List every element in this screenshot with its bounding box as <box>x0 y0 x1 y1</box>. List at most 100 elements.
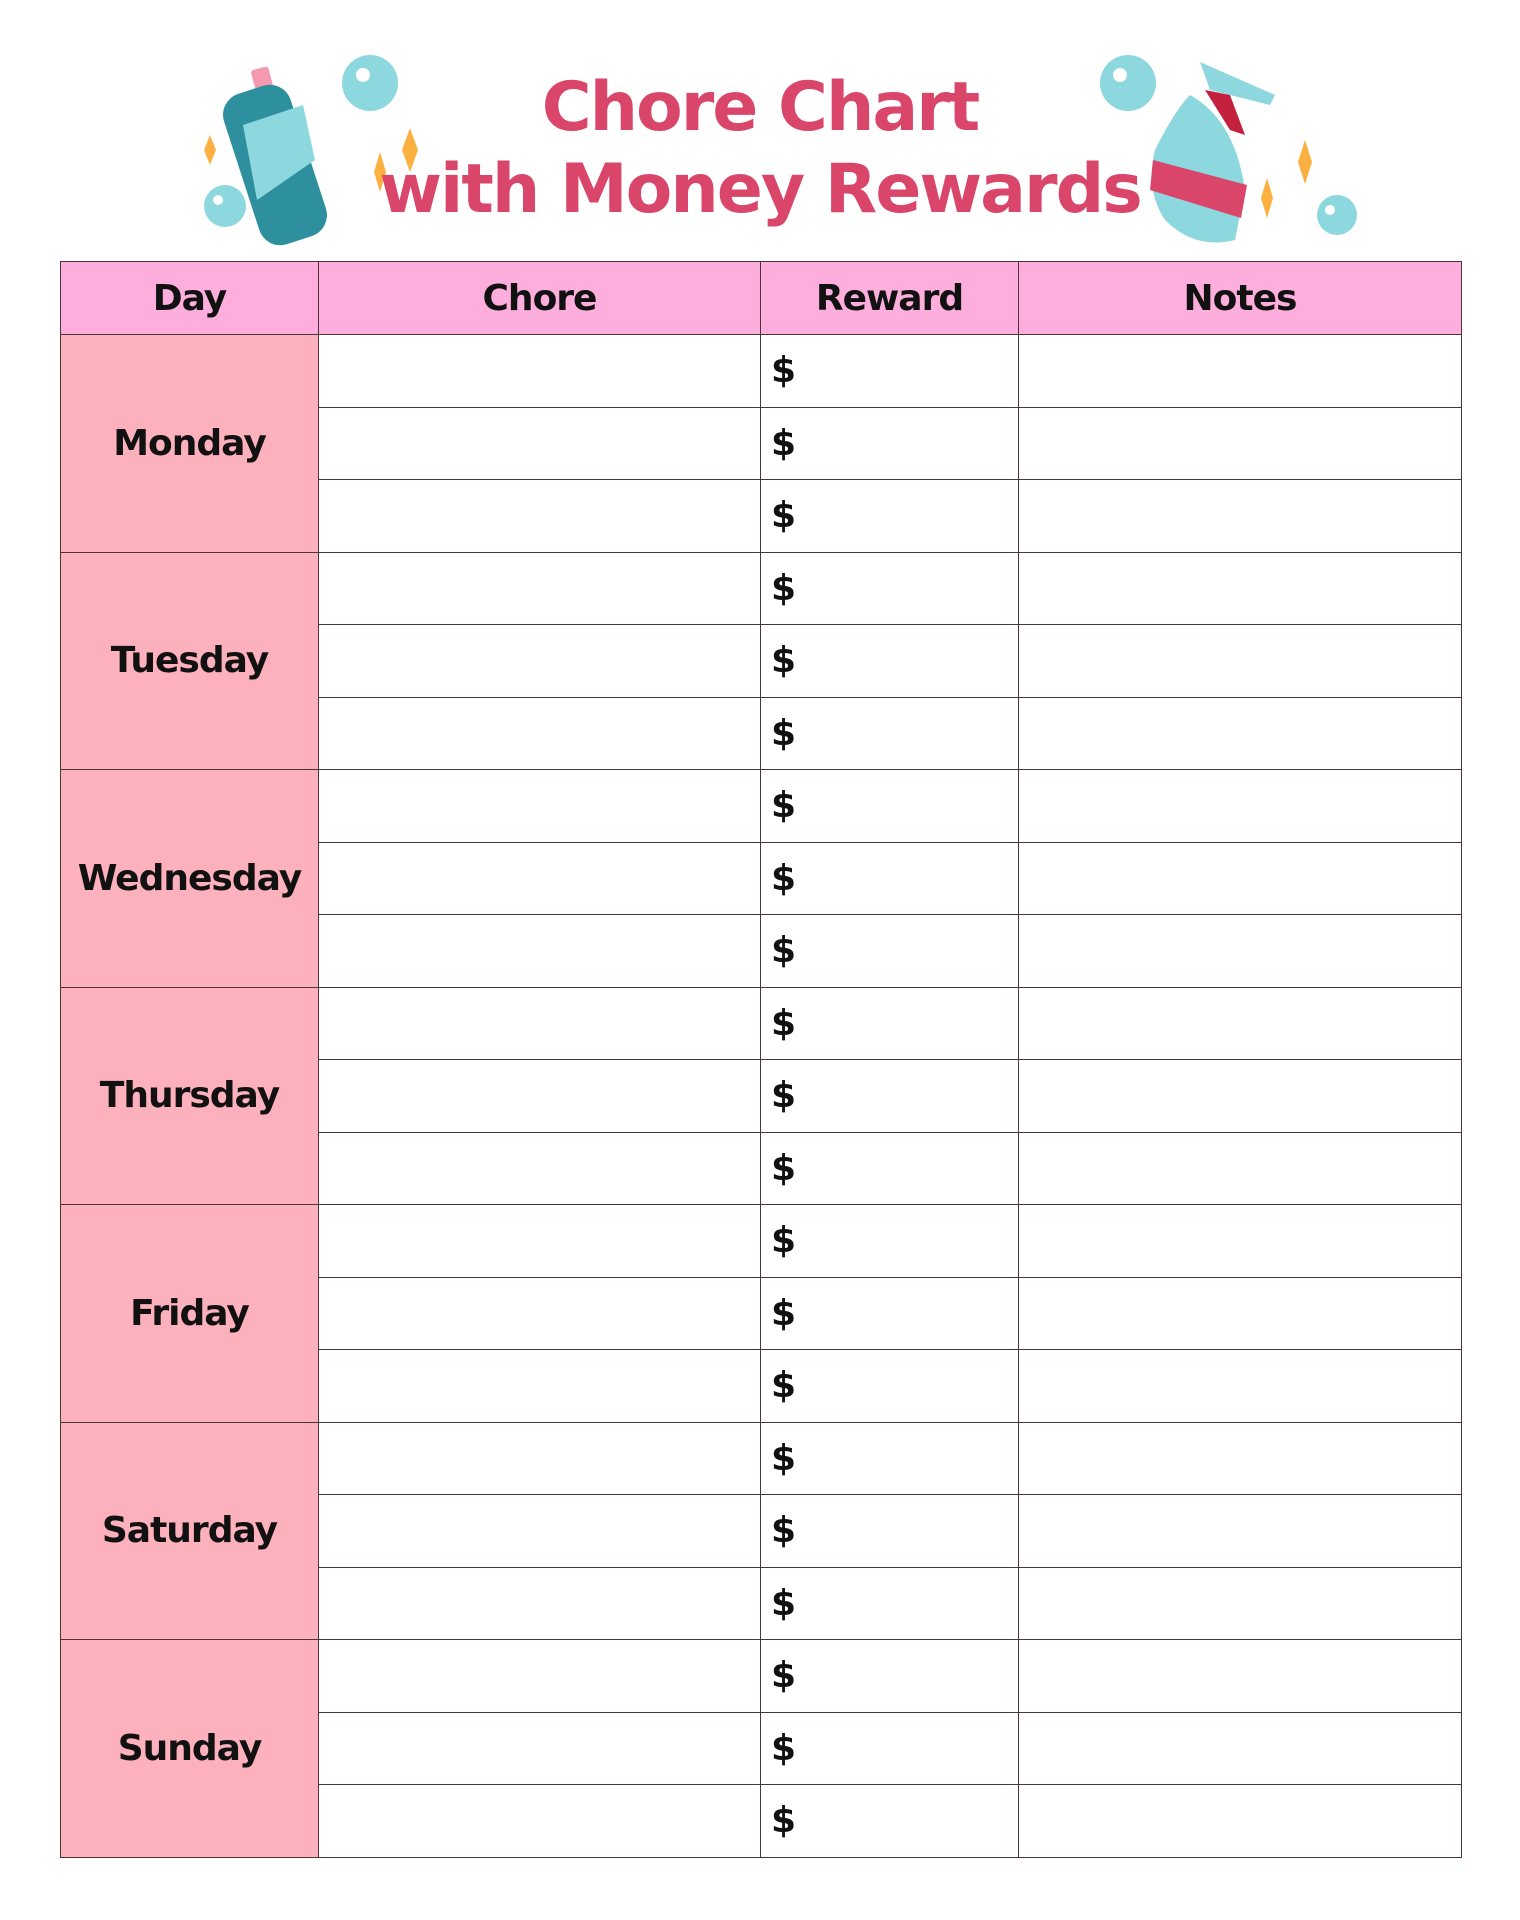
table-row: $ <box>61 1059 1462 1133</box>
chore-cell[interactable] <box>318 1276 761 1350</box>
reward-cell[interactable]: $ <box>760 769 1019 843</box>
title-line-1: Chore Chart <box>541 68 981 147</box>
notes-cell[interactable] <box>1018 334 1462 408</box>
notes-cell[interactable] <box>1018 1204 1462 1278</box>
chore-cell[interactable] <box>318 1204 761 1278</box>
notes-cell[interactable] <box>1018 1276 1462 1350</box>
chore-cell[interactable] <box>318 479 761 553</box>
chore-cell[interactable] <box>318 1059 761 1133</box>
reward-cell[interactable]: $ <box>760 1131 1019 1205</box>
notes-cell[interactable] <box>1018 1566 1462 1640</box>
reward-cell[interactable]: $ <box>760 1349 1019 1423</box>
reward-cell[interactable]: $ <box>760 406 1019 480</box>
notes-cell[interactable] <box>1018 1494 1462 1568</box>
reward-cell[interactable]: $ <box>760 1566 1019 1640</box>
table-row: Saturday $ <box>60 1421 1462 1640</box>
table-body: Monday $ $ $ Tuesday $ $ $ Wednesday $ $ $ Thursday $… <box>60 334 1462 1858</box>
chore-cell[interactable] <box>318 1349 761 1423</box>
chore-cell[interactable] <box>318 1711 761 1785</box>
header-reward: Reward <box>760 261 1019 335</box>
reward-cell[interactable]: $ <box>760 1276 1019 1350</box>
table-row: Tuesday $ <box>60 551 1462 770</box>
reward-cell[interactable]: $ <box>760 624 1019 698</box>
notes-cell[interactable] <box>1018 1711 1462 1785</box>
chore-cell[interactable] <box>318 1639 761 1713</box>
chore-cell[interactable] <box>318 334 761 408</box>
reward-cell[interactable]: $ <box>760 479 1019 553</box>
notes-cell[interactable] <box>1018 1131 1462 1205</box>
chore-table: Day Chore Reward Notes Monday $ $ $ Tuesday $… <box>60 261 1462 1858</box>
chore-cell[interactable] <box>318 551 761 625</box>
notes-cell[interactable] <box>1018 1784 1462 1858</box>
chore-cell[interactable] <box>318 986 761 1060</box>
reward-cell[interactable]: $ <box>760 696 1019 770</box>
notes-cell[interactable] <box>1018 1349 1462 1423</box>
reward-cell[interactable]: $ <box>760 334 1019 408</box>
day-label-monday: Monday <box>60 334 319 553</box>
reward-cell[interactable]: $ <box>760 1204 1019 1278</box>
table-row: $ <box>61 1494 1462 1568</box>
chore-cell[interactable] <box>318 406 761 480</box>
reward-cell[interactable]: $ <box>760 1059 1019 1133</box>
notes-cell[interactable] <box>1018 1639 1462 1713</box>
notes-cell[interactable] <box>1018 1421 1462 1495</box>
day-label-saturday: Saturday <box>60 1421 319 1640</box>
reward-cell[interactable]: $ <box>760 914 1019 988</box>
table-row: $ <box>61 406 1462 480</box>
chore-cell[interactable] <box>318 1784 761 1858</box>
notes-cell[interactable] <box>1018 479 1462 553</box>
header-notes: Notes <box>1018 261 1462 335</box>
detergent-bottle-icon <box>204 55 418 246</box>
table-row: $ <box>61 914 1462 988</box>
table-row: $ <box>61 1711 1462 1785</box>
table-row: $ <box>61 841 1462 915</box>
reward-cell[interactable]: $ <box>760 986 1019 1060</box>
notes-cell[interactable] <box>1018 551 1462 625</box>
notes-cell[interactable] <box>1018 696 1462 770</box>
table-row: Sunday $ <box>60 1639 1462 1858</box>
chore-cell[interactable] <box>318 1131 761 1205</box>
spray-bottle-icon <box>1100 55 1357 243</box>
reward-cell[interactable]: $ <box>760 1494 1019 1568</box>
chore-cell[interactable] <box>318 696 761 770</box>
header-day: Day <box>60 261 319 335</box>
notes-cell[interactable] <box>1018 914 1462 988</box>
chore-cell[interactable] <box>318 1494 761 1568</box>
chore-cell[interactable] <box>318 624 761 698</box>
chore-cell[interactable] <box>318 769 761 843</box>
table-row: $ <box>61 1566 1462 1640</box>
day-label-wednesday: Wednesday <box>60 769 319 988</box>
notes-cell[interactable] <box>1018 769 1462 843</box>
reward-cell[interactable]: $ <box>760 1711 1019 1785</box>
table-row: Monday $ <box>60 334 1462 553</box>
table-row: Friday $ <box>60 1204 1462 1423</box>
table-row: $ <box>61 1131 1462 1205</box>
notes-cell[interactable] <box>1018 1059 1462 1133</box>
chore-cell[interactable] <box>318 841 761 915</box>
table-row: Wednesday $ <box>60 769 1462 988</box>
notes-cell[interactable] <box>1018 841 1462 915</box>
day-label-sunday: Sunday <box>60 1639 319 1858</box>
notes-cell[interactable] <box>1018 624 1462 698</box>
header-chore: Chore <box>318 261 761 335</box>
reward-cell[interactable]: $ <box>760 841 1019 915</box>
header-row: Day Chore Reward Notes <box>60 261 1462 335</box>
table-row: $ <box>61 624 1462 698</box>
table-row: $ <box>61 1349 1462 1423</box>
chore-cell[interactable] <box>318 914 761 988</box>
chore-cell[interactable] <box>318 1566 761 1640</box>
day-label-friday: Friday <box>60 1204 319 1423</box>
notes-cell[interactable] <box>1018 986 1462 1060</box>
reward-cell[interactable]: $ <box>760 1784 1019 1858</box>
table-row: Thursday $ <box>60 986 1462 1205</box>
day-label-thursday: Thursday <box>60 986 319 1205</box>
reward-cell[interactable]: $ <box>760 551 1019 625</box>
table-row: $ <box>61 1784 1462 1858</box>
day-label-tuesday: Tuesday <box>60 551 319 770</box>
reward-cell[interactable]: $ <box>760 1421 1019 1495</box>
reward-cell[interactable]: $ <box>760 1639 1019 1713</box>
notes-cell[interactable] <box>1018 406 1462 480</box>
chore-cell[interactable] <box>318 1421 761 1495</box>
table-row: $ <box>61 479 1462 553</box>
title-line-2: with Money Rewards <box>379 150 1143 229</box>
